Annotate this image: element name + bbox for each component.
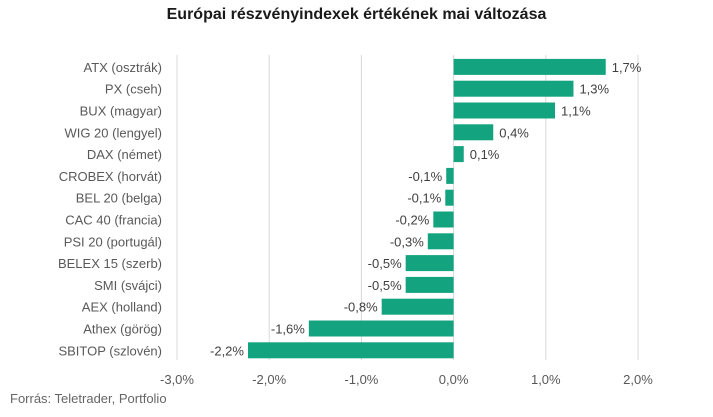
bar: [446, 167, 454, 184]
gridlines: [176, 55, 639, 360]
bar: [427, 233, 454, 250]
bar: [247, 342, 454, 359]
x-tick-label: -2,0%: [252, 372, 286, 387]
bar: [453, 58, 606, 75]
bar: [453, 102, 556, 119]
data-label: 0,4%: [499, 125, 529, 140]
data-label: -0,1%: [407, 191, 441, 206]
bar: [308, 320, 454, 337]
data-label: -0,2%: [395, 213, 429, 228]
category-label: BUX (magyar): [80, 104, 162, 119]
source-note: Forrás: Teletrader, Portfolio: [10, 391, 167, 406]
data-label: -0,8%: [344, 300, 378, 315]
data-label: 1,3%: [579, 82, 609, 97]
category-label: BELEX 15 (szerb): [58, 256, 162, 271]
x-tick-label: -3,0%: [160, 372, 194, 387]
x-tick-label: 0,0%: [439, 372, 469, 387]
bar: [433, 211, 454, 228]
category-label: DAX (német): [87, 147, 162, 162]
bar: [445, 189, 454, 206]
data-label: 0,1%: [470, 147, 500, 162]
bars: [247, 58, 606, 359]
x-tick-label: 1,0%: [531, 372, 561, 387]
category-label: PX (cseh): [105, 82, 162, 97]
category-label: SBITOP (szlovén): [58, 343, 162, 358]
data-label: 1,7%: [612, 60, 642, 75]
category-label: CAC 40 (francia): [65, 213, 162, 228]
bar: [453, 80, 574, 97]
category-label: ATX (osztrák): [84, 60, 163, 75]
category-label: BEL 20 (belga): [76, 191, 162, 206]
bar: [381, 298, 454, 315]
data-label: -0,5%: [368, 278, 402, 293]
data-label: -0,3%: [390, 234, 424, 249]
labels: -3,0% -2,0% -1,0% 0,0% 1,0% 2,0% ATX (osztrák)…: [58, 60, 653, 387]
x-tick-label: 2,0%: [623, 372, 653, 387]
bar: [453, 124, 494, 141]
category-label: CROBEX (horvát): [59, 169, 162, 184]
bar: [405, 276, 454, 293]
data-label: -1,6%: [271, 322, 305, 337]
chart-title: Európai részvényindexek értékének mai vá…: [166, 6, 547, 23]
category-label: WIG 20 (lengyel): [64, 125, 162, 140]
category-label: Athex (görög): [83, 322, 162, 337]
x-tick-label: -1,0%: [344, 372, 378, 387]
bar: [453, 146, 464, 163]
category-label: PSI 20 (portugál): [64, 234, 162, 249]
data-label: -0,1%: [408, 169, 442, 184]
category-label: AEX (holland): [82, 300, 162, 315]
bar: [405, 255, 454, 272]
data-label: 1,1%: [561, 104, 591, 119]
data-label: -2,2%: [210, 343, 244, 358]
data-label: -0,5%: [368, 256, 402, 271]
category-label: SMI (svájci): [94, 278, 162, 293]
